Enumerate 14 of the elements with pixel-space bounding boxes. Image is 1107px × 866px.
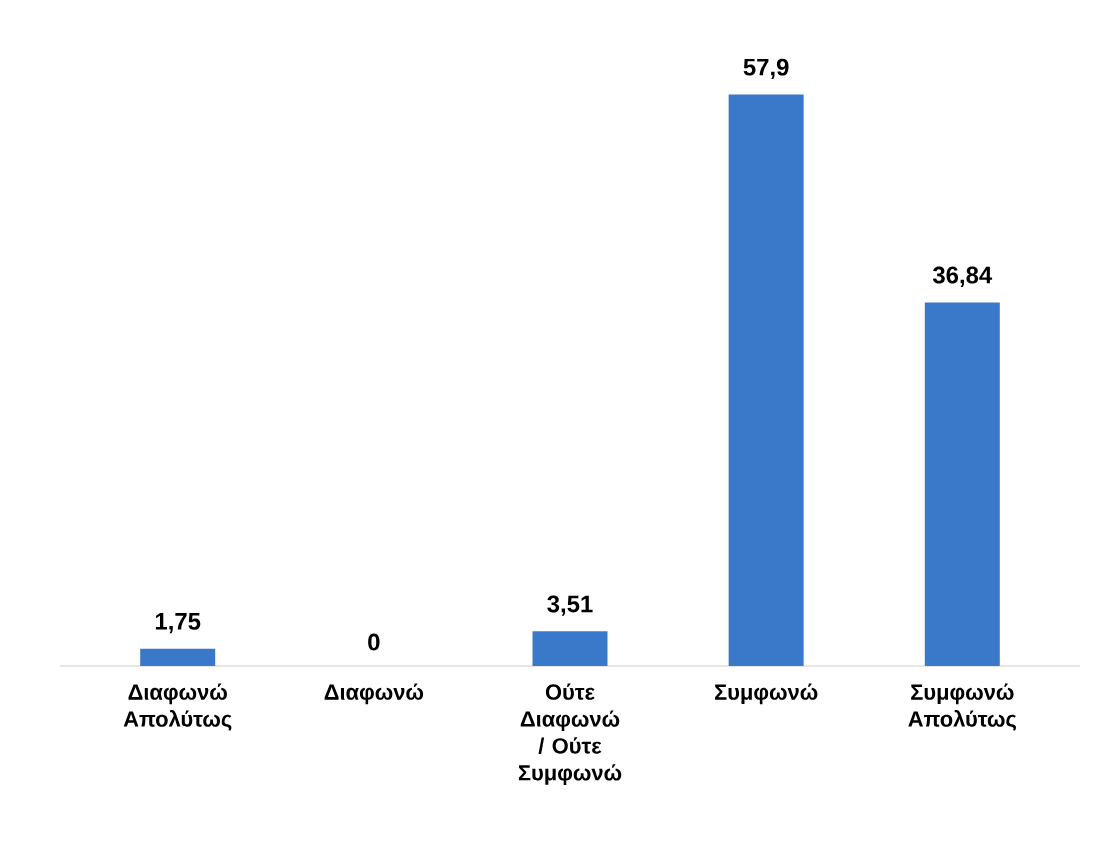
bar — [728, 94, 804, 666]
bar — [924, 302, 1000, 666]
data-label: 36,84 — [932, 266, 993, 287]
x-tick-label: Συμφωνώ Απολύτως — [908, 683, 1016, 731]
data-label: 57,9 — [743, 58, 789, 80]
bar — [140, 648, 216, 666]
x-tick-label: Διαφωνώ — [324, 683, 424, 705]
data-label: 0 — [368, 633, 380, 651]
x-tick-label: Ούτε Διαφωνώ / Ούτε Συμφωνώ — [518, 683, 622, 785]
x-tick-label: Διαφωνώ Απολύτως — [123, 683, 232, 731]
data-label: 3,51 — [547, 595, 593, 616]
data-label: 1,75 — [155, 613, 201, 634]
x-tick-label: Συμφωνώ — [715, 683, 818, 705]
bar — [532, 631, 608, 666]
